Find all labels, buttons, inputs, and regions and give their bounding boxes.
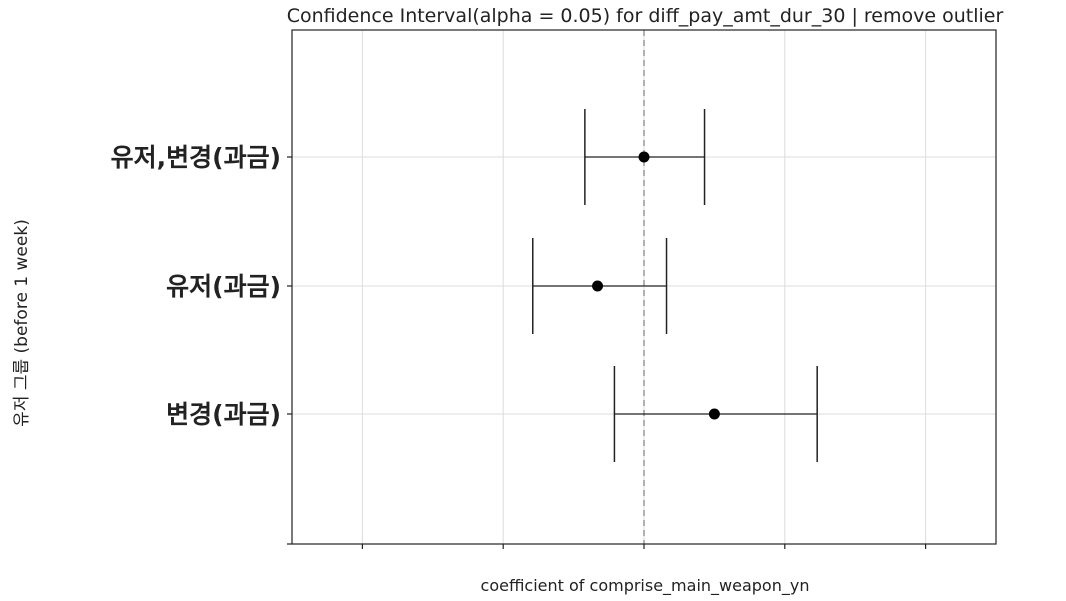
category-label: 변경(과금) [166,400,281,429]
x-axis-ticks [287,156,927,549]
y-axis-label: 유저 그룹 (before 1 week) [12,219,32,427]
estimate-point [708,408,720,420]
category-label: 유저(과금) [166,272,281,301]
x-axis-label: coefficient of comprise_main_weapon_yn [481,576,810,596]
category-label: 유저,변경(과금) [111,143,281,172]
confidence-intervals [532,109,818,462]
y-axis-category-labels: 유저,변경(과금) 유저(과금) 변경(과금) [111,143,281,429]
grid [292,30,996,544]
estimate-point [638,151,650,163]
chart-title: Confidence Interval(alpha = 0.05) for di… [287,5,1004,27]
estimate-point [592,280,604,292]
